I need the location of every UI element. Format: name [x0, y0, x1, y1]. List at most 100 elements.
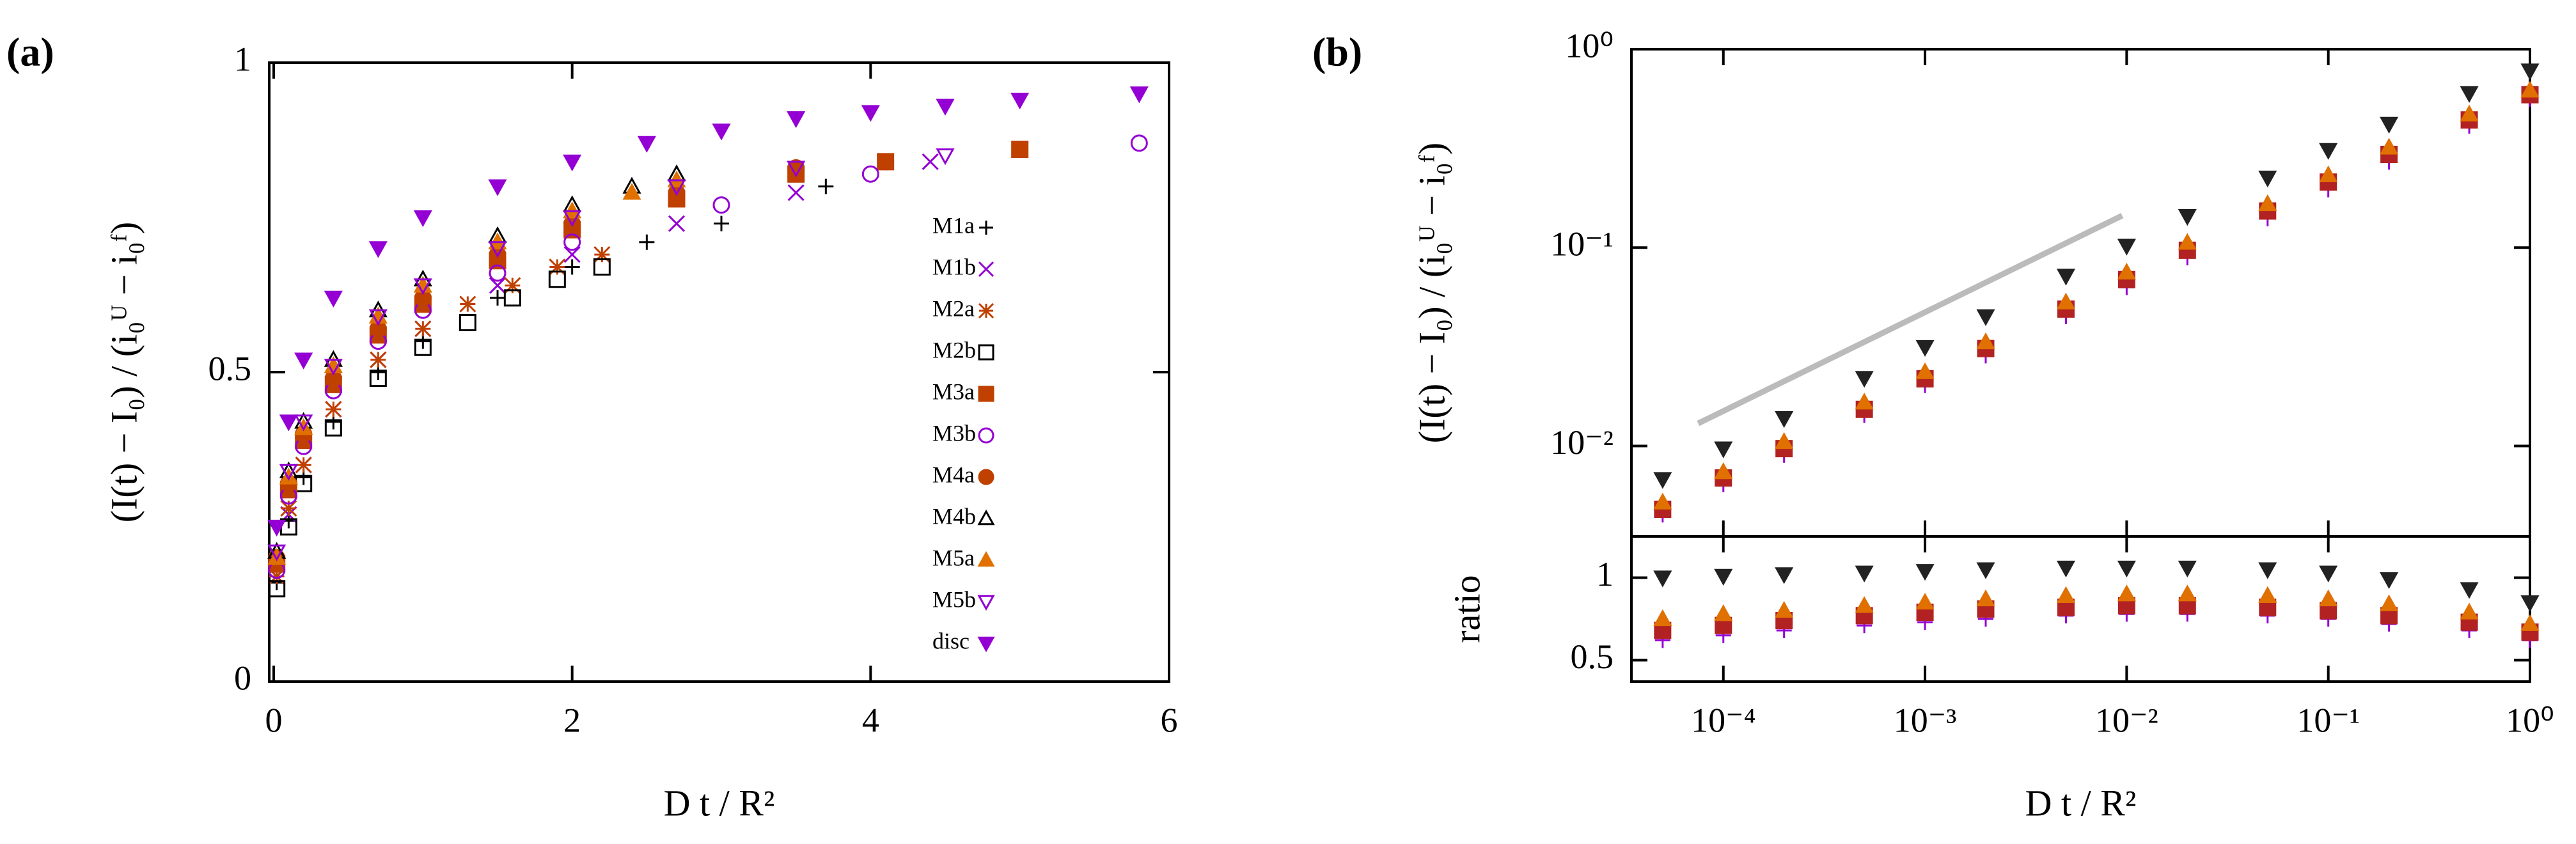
marker [877, 153, 895, 171]
marker [667, 179, 686, 196]
marker [622, 183, 641, 200]
marker [1976, 332, 1995, 350]
legend-marker [977, 509, 995, 526]
marker [861, 165, 879, 183]
marker [922, 153, 939, 170]
marker [787, 111, 806, 129]
marker [279, 414, 298, 432]
marker [413, 210, 432, 228]
legend-marker [977, 636, 995, 653]
y-tick-label: 0.5 [1571, 637, 1614, 676]
marker [2520, 81, 2540, 98]
marker [548, 270, 566, 288]
marker [2178, 584, 2197, 602]
marker [488, 241, 507, 258]
marker [267, 548, 287, 565]
marker [2380, 116, 2399, 134]
y-tick-label: 10⁻¹ [1550, 225, 1614, 263]
reference-line [1697, 213, 2124, 426]
marker [1714, 568, 1733, 586]
marker [1653, 492, 1672, 510]
marker [2319, 589, 2338, 607]
marker [1775, 432, 1794, 449]
marker [2056, 586, 2076, 603]
marker [2258, 562, 2277, 579]
marker [503, 289, 521, 307]
marker [1653, 472, 1672, 489]
marker [1714, 462, 1733, 480]
y-tick-label: 1 [234, 40, 251, 78]
marker [267, 544, 287, 561]
legend-marker [978, 427, 994, 444]
marker [267, 519, 287, 537]
x-tick-label: 6 [1161, 701, 1178, 739]
marker [564, 259, 580, 275]
marker [324, 419, 342, 437]
legend-label: M1a [932, 212, 975, 238]
legend-label: M2a [932, 295, 975, 321]
marker [1775, 567, 1794, 584]
marker [2258, 586, 2277, 603]
marker [325, 401, 342, 418]
marker [2319, 143, 2338, 160]
marker [324, 359, 343, 376]
marker [936, 148, 955, 166]
y-tick-label: 1 [1596, 555, 1614, 593]
marker [2258, 170, 2277, 188]
marker [563, 210, 582, 228]
marker [2380, 137, 2399, 155]
x-axis-label: D t / R² [2025, 782, 2137, 824]
marker [668, 215, 686, 232]
marker [787, 160, 806, 178]
marker [549, 258, 566, 276]
legend-label: M2b [932, 337, 976, 363]
y-tick-label: 0 [234, 659, 251, 697]
panel-label: (a) [6, 29, 54, 75]
marker [1976, 562, 1995, 579]
legend-label: M3a [932, 379, 975, 404]
marker [1714, 441, 1733, 458]
marker [414, 338, 432, 356]
marker [818, 178, 834, 194]
legend-marker [977, 551, 995, 567]
marker [414, 320, 432, 338]
legend-label: M4b [932, 503, 976, 529]
marker [2117, 262, 2136, 280]
marker [294, 418, 313, 435]
marker [268, 580, 286, 598]
marker [2520, 595, 2540, 613]
marker [489, 264, 507, 282]
marker [1915, 340, 1935, 357]
marker [2258, 194, 2277, 212]
marker [2117, 560, 2136, 578]
marker [2178, 209, 2197, 226]
marker [2178, 560, 2197, 578]
marker [1915, 362, 1935, 379]
marker [2380, 572, 2399, 590]
marker [2056, 292, 2076, 309]
marker [639, 234, 655, 250]
marker [2460, 104, 2479, 121]
marker [1855, 393, 1874, 410]
marker [490, 290, 505, 306]
marker [861, 105, 880, 122]
marker [2319, 565, 2338, 582]
y-axis-label: (I(t) − I₀) / (i₀ᵁ − i₀ᶠ) [1411, 143, 1452, 443]
marker [563, 233, 581, 251]
marker [1775, 600, 1794, 618]
marker [1010, 92, 1030, 110]
marker [2117, 238, 2136, 256]
marker [280, 499, 297, 517]
marker [279, 464, 298, 481]
marker [1855, 596, 1874, 613]
marker [2460, 602, 2479, 620]
marker [1011, 141, 1029, 159]
marker [936, 98, 955, 116]
marker [593, 258, 611, 276]
marker [368, 241, 388, 258]
plot-frame [268, 61, 1170, 683]
marker [637, 136, 656, 153]
marker [268, 568, 285, 585]
legend-marker [979, 221, 993, 235]
